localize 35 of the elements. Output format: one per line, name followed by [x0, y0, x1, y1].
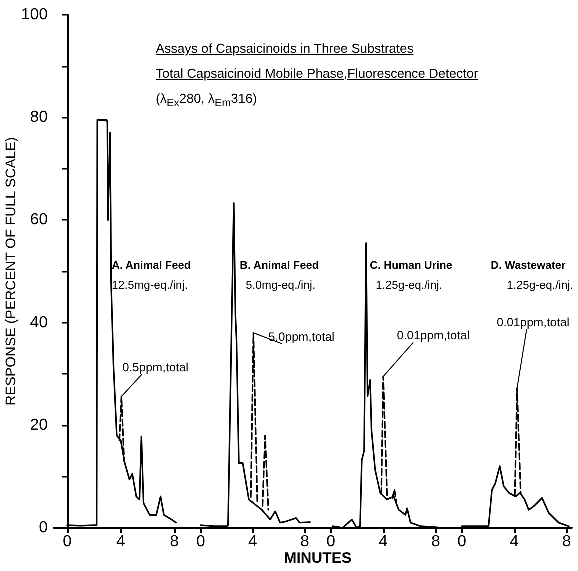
annotation: 0.5ppm,total: [122, 360, 189, 375]
y-tick-label: 40: [30, 314, 48, 332]
text: D. Wastewater: [491, 260, 566, 272]
x-tick-label: 0: [62, 534, 72, 550]
x-tick-label: 8: [431, 534, 440, 550]
text: 1.25g-eq./inj.: [376, 280, 442, 292]
x-tick-label: 0: [326, 534, 336, 550]
text: 5.0mg-eq./inj.: [246, 280, 316, 292]
x-tick-label: 4: [248, 534, 258, 550]
text: B. Animal Feed: [240, 260, 320, 272]
annotation: Total Capsaicinoid Mobile Phase,Fluorescence Detector: [156, 65, 478, 83]
y-axis-title: RESPONSE (PERCENT OF FULL SCALE): [2, 137, 18, 406]
y-tick-label: 0: [39, 520, 48, 536]
text: 1.25g-eq./inj.: [507, 280, 574, 292]
y-tick-label: 60: [30, 212, 48, 229]
x-tick-label: 4: [116, 534, 126, 550]
text: 12.5mg-eq./inj.: [112, 280, 188, 292]
x-tick-label: 0: [196, 534, 206, 550]
annotation: 0.01ppm,total: [397, 328, 470, 343]
y-tick-label: 20: [30, 416, 48, 434]
x-tick-label: 4: [379, 534, 388, 550]
y-tick-label: 100: [21, 6, 48, 24]
annotation: 5.0ppm,total: [268, 330, 335, 344]
x-axis-title: MINUTES: [283, 550, 353, 567]
text: A. Animal Feed: [112, 260, 192, 272]
annotation: Assays of Capsaicinoids in Three Substrates: [156, 40, 415, 58]
text: C. Human Urine: [370, 260, 453, 272]
x-tick-label: 8: [300, 534, 310, 550]
x-tick-label: 8: [562, 534, 572, 550]
annotation: (λ$_{Ex}$280, λ$_{Em}$316): [156, 90, 258, 112]
x-tick-label: 0: [458, 534, 467, 550]
annotation: 0.01ppm,total: [496, 315, 570, 330]
y-tick-label: 80: [30, 109, 48, 126]
x-tick-label: 8: [170, 534, 180, 550]
x-tick-label: 4: [510, 534, 519, 550]
